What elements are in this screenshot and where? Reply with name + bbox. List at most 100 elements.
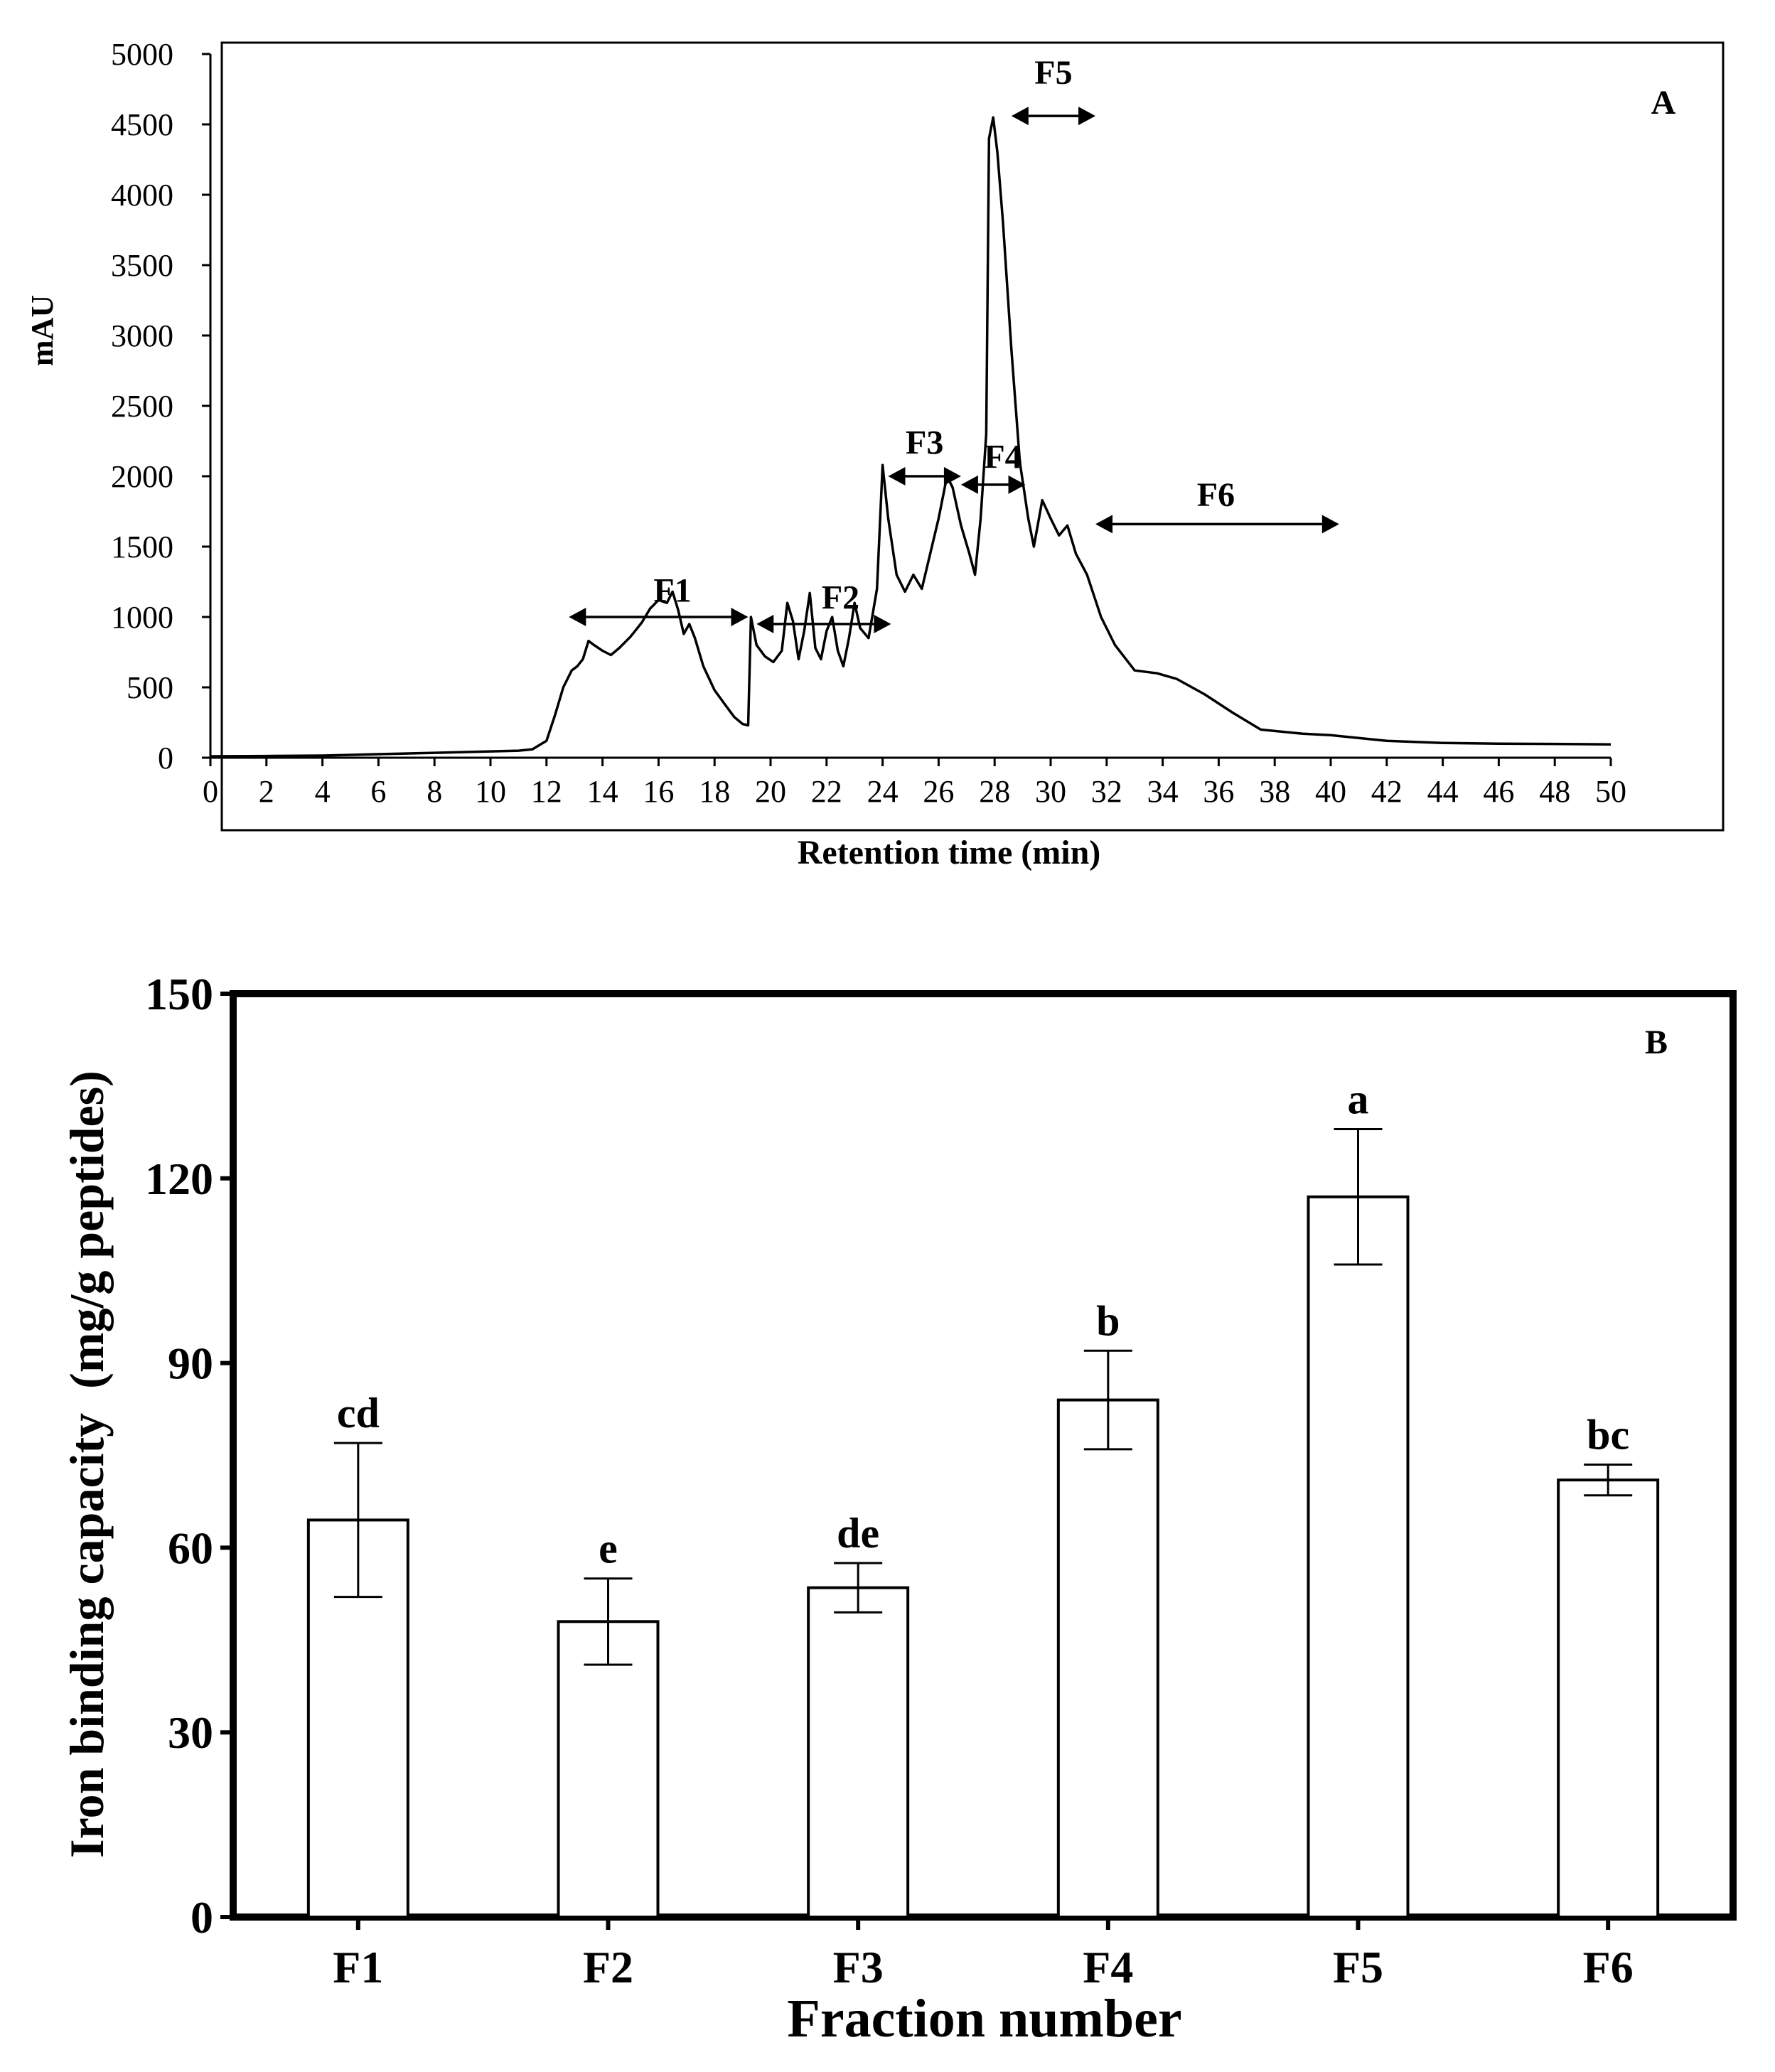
x-tick-label: F6 <box>1583 1942 1634 1992</box>
fraction-marker-f4: F4 <box>960 438 1026 494</box>
x-tick-label: 4 <box>315 774 331 809</box>
fraction-annotations: F1 F2 F3 F4 F5 F6 <box>569 54 1339 633</box>
x-tick-label: 18 <box>699 774 730 809</box>
x-tick-label: 34 <box>1147 774 1179 809</box>
y-tick-label: 0 <box>191 1892 213 1943</box>
fraction-marker-f2: F2 <box>756 579 891 633</box>
x-tick-label: 28 <box>979 774 1010 809</box>
bar <box>1307 1195 1410 1918</box>
y-tick-label: 500 <box>127 670 173 705</box>
fraction-marker-f6: F6 <box>1095 476 1339 534</box>
y-tick-label: 0 <box>158 741 173 775</box>
fraction-label: F5 <box>1034 54 1072 92</box>
significance-letter: cd <box>337 1390 380 1437</box>
x-tick-label: F4 <box>1083 1942 1133 1992</box>
fraction-marker-f1: F1 <box>569 571 749 626</box>
y-tick-label: 30 <box>168 1707 213 1758</box>
y-tick-label: 2000 <box>111 459 173 494</box>
bar <box>807 1586 910 1918</box>
chromatogram-line <box>210 116 1612 758</box>
significance-letter: a <box>1348 1076 1369 1123</box>
panel-a-y-axis-label: mAU <box>25 295 60 366</box>
x-tick-label: 26 <box>923 774 954 809</box>
chromatogram-panel: 0500100015002000250030003500400045005000… <box>25 37 1725 871</box>
fraction-label: F4 <box>984 438 1021 476</box>
significance-letter: de <box>837 1510 879 1557</box>
significance-letter: e <box>599 1525 618 1572</box>
panel-a-axes <box>209 54 1611 759</box>
x-tick-label: 36 <box>1203 774 1234 809</box>
y-tick-label: 3000 <box>111 318 173 353</box>
x-tick-label: 8 <box>427 774 442 809</box>
panel-a-label: A <box>1651 84 1676 122</box>
x-tick-label: 14 <box>587 774 618 809</box>
x-tick-label: 46 <box>1483 774 1514 809</box>
fraction-marker-f3: F3 <box>888 424 961 485</box>
panel-b-x-ticks: F1 F2 F3 F4 F5 F6 <box>333 1917 1634 1992</box>
panel-b-x-axis-label: Fraction number <box>787 1989 1181 2049</box>
y-tick-label: 2500 <box>111 389 173 424</box>
error-bar <box>333 1442 382 1599</box>
y-tick-label: 1000 <box>111 600 173 635</box>
fraction-label: F6 <box>1197 476 1235 514</box>
fraction-label: F1 <box>653 571 691 609</box>
y-tick-label: 5000 <box>111 37 173 72</box>
x-tick-label: 24 <box>867 774 899 809</box>
y-tick-label: 90 <box>168 1338 213 1389</box>
panel-a-frame <box>220 41 1725 832</box>
bar-group-f1: cd <box>306 1390 409 1918</box>
panel-b-y-axis-label: Iron binding capacity (mg/g peptides) <box>60 1070 114 1858</box>
y-tick-label: 150 <box>145 969 213 1019</box>
panel-a-x-axis-label: Retention time (min) <box>798 834 1101 871</box>
x-tick-label: F5 <box>1333 1942 1383 1992</box>
bar-chart-panel: 0 30 60 90 120 150 cd e de b a bc F1 F2 F3 F4 F5 F6 Iro… <box>60 969 1737 2049</box>
x-tick-label: 38 <box>1259 774 1290 809</box>
panel-a-y-ticks: 0 500 1000 1500 2000 2500 3000 3500 4000 4500 5000 <box>111 37 210 775</box>
x-tick-label: 12 <box>531 774 562 809</box>
bar-group-f6: bc <box>1557 1411 1660 1918</box>
bar-group-f3: de <box>807 1510 910 1918</box>
x-tick-label: F3 <box>833 1942 884 1992</box>
x-tick-label: 0 <box>203 774 218 809</box>
x-tick-label: 10 <box>475 774 506 809</box>
y-tick-label: 1500 <box>111 530 173 564</box>
panel-b-label: B <box>1645 1024 1668 1061</box>
x-tick-label: 22 <box>811 774 842 809</box>
x-tick-label: 16 <box>643 774 674 809</box>
x-tick-label: 6 <box>370 774 386 809</box>
x-tick-label: 20 <box>755 774 786 809</box>
x-tick-label: 2 <box>259 774 274 809</box>
fraction-marker-f5: F5 <box>1011 54 1096 126</box>
fraction-label: F2 <box>822 579 859 616</box>
error-bar <box>1584 1463 1633 1497</box>
panel-b-y-ticks: 0 30 60 90 120 150 <box>145 969 233 1943</box>
error-bar <box>1083 1349 1132 1451</box>
x-tick-label: 44 <box>1427 774 1459 809</box>
x-tick-label: 50 <box>1595 774 1626 809</box>
fraction-label: F3 <box>906 424 943 462</box>
panel-a-x-ticks: 0 2 4 6 8 10 12 14 16 18 20 22 24 26 28 30 32 34 36 38 40 42 4… <box>203 758 1626 809</box>
panel-b-bars: cd e de b a bc <box>306 1076 1660 1919</box>
bar-group-f2: e <box>557 1525 660 1919</box>
y-tick-label: 120 <box>145 1154 213 1204</box>
bar <box>1056 1398 1159 1919</box>
significance-letter: bc <box>1587 1411 1629 1458</box>
significance-letter: b <box>1096 1297 1120 1344</box>
y-tick-label: 4000 <box>111 178 173 213</box>
y-tick-label: 4500 <box>111 107 173 142</box>
x-tick-label: 48 <box>1539 774 1570 809</box>
x-tick-label: F1 <box>333 1942 383 1992</box>
x-tick-label: 40 <box>1315 774 1346 809</box>
panel-b-frame <box>230 990 1737 1921</box>
x-tick-label: F2 <box>583 1942 633 1992</box>
bar <box>557 1620 660 1919</box>
error-bar <box>1334 1128 1383 1266</box>
x-tick-label: 30 <box>1035 774 1066 809</box>
x-tick-label: 32 <box>1091 774 1122 809</box>
error-bar <box>584 1577 633 1666</box>
bar-group-f5: a <box>1307 1076 1410 1918</box>
x-tick-label: 42 <box>1371 774 1403 809</box>
y-tick-label: 3500 <box>111 248 173 283</box>
bar <box>1557 1478 1660 1918</box>
